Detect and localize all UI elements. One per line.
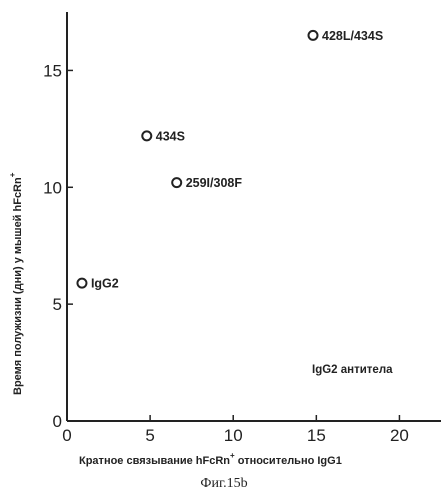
- y-axis-title-sup: +: [8, 172, 17, 177]
- data-point-label: IgG2: [91, 277, 119, 291]
- y-tick-label: 5: [53, 295, 62, 314]
- data-points: 428L/434S 434S 259I/308F IgG2: [77, 29, 383, 291]
- x-axis-title-main: Кратное связывание hFcRn: [79, 455, 230, 467]
- annotation-text: IgG2 антитела: [312, 364, 393, 376]
- data-point-label: 434S: [156, 129, 185, 143]
- x-tick-label: 0: [62, 426, 71, 445]
- scatter-chart: 0 5 10 15 20 0 5 10 15 428L/434S 434S 259I/308F IgG…: [0, 0, 448, 470]
- data-point-marker: [77, 279, 86, 288]
- x-tick-label: 5: [145, 426, 154, 445]
- axes: [67, 12, 441, 421]
- y-tick-label: 0: [53, 412, 62, 431]
- x-tick-label: 20: [390, 426, 409, 445]
- x-axis-title-tail: относительно IgG1: [235, 455, 342, 467]
- data-point-marker: [142, 131, 151, 140]
- y-axis-title-main: Время полужизни (дни) у мышей hFcRn: [12, 177, 24, 395]
- data-point-marker: [309, 31, 318, 40]
- y-tick-label: 10: [43, 178, 62, 197]
- ticks: 0 5 10 15 20 0 5 10 15: [43, 61, 409, 445]
- data-point-label: 428L/434S: [322, 29, 383, 43]
- data-point-marker: [172, 178, 181, 187]
- y-tick-label: 15: [43, 61, 62, 80]
- y-axis-title: Время полужизни (дни) у мышей hFcRn+: [8, 172, 24, 395]
- data-point-label: 259I/308F: [186, 176, 243, 190]
- x-tick-label: 10: [224, 426, 243, 445]
- figure-caption: Фиг.15b: [0, 476, 448, 492]
- x-tick-label: 15: [307, 426, 326, 445]
- x-axis-title: Кратное связывание hFcRn+ относительно I…: [79, 451, 342, 467]
